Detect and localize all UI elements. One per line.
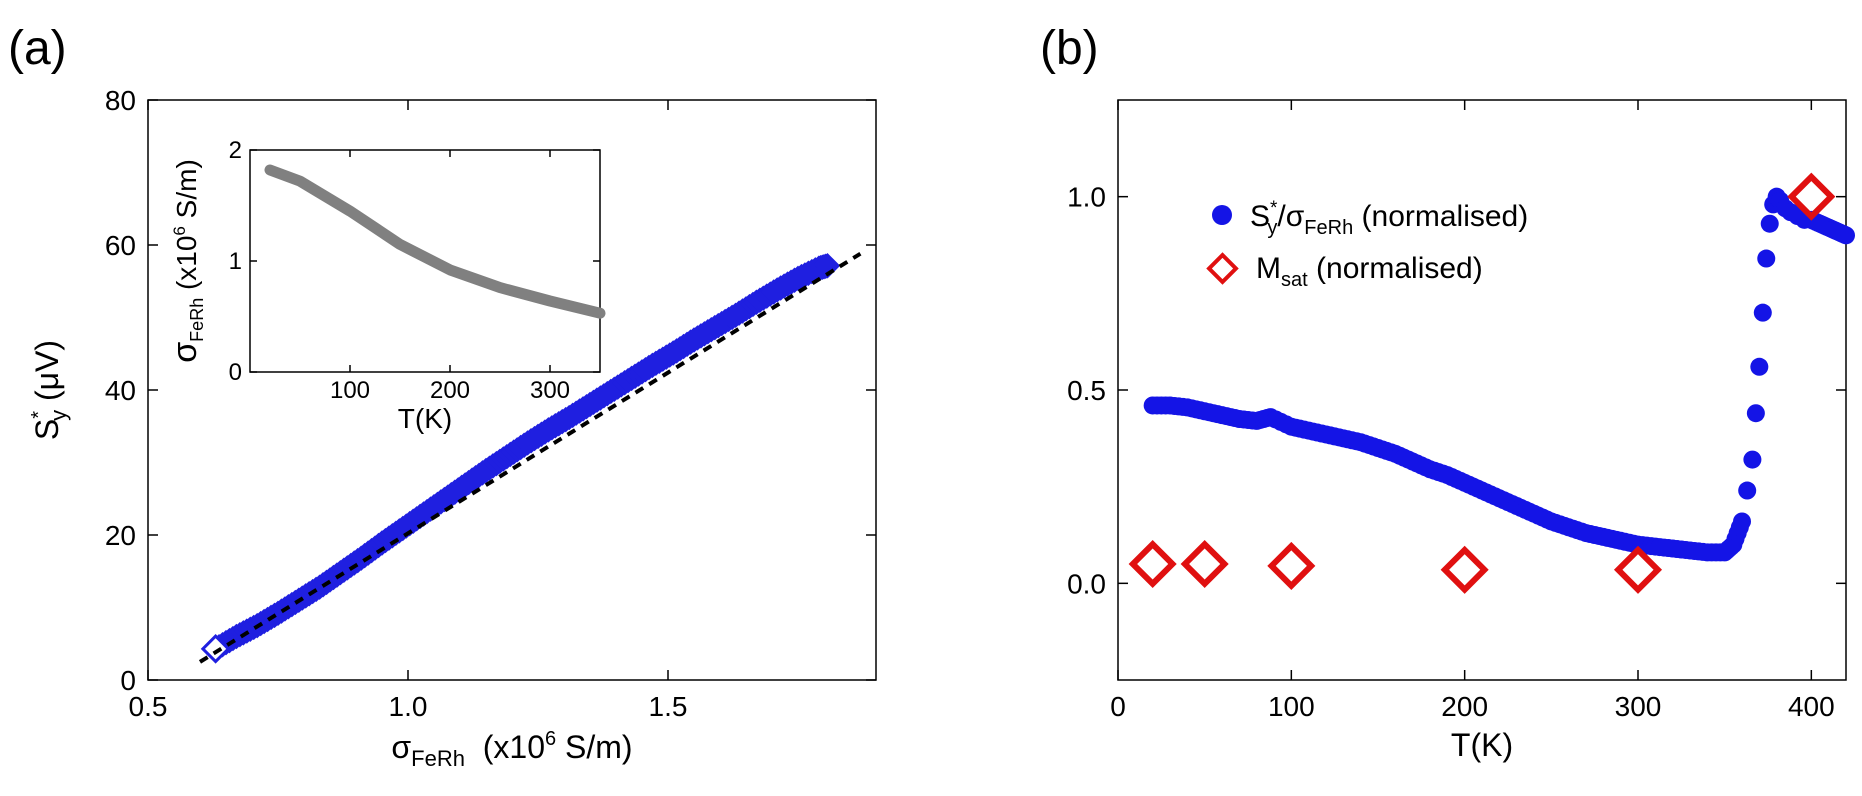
chart-b-msat-point (1267, 541, 1316, 590)
inset-y-ticks: 0 1 2 (229, 137, 600, 386)
inset-xtick-label: 200 (430, 377, 470, 404)
chart-b-xtick-label: 0 (1110, 691, 1126, 722)
chart-a-xtick-label: 1.5 (649, 691, 688, 722)
chart-b-ratio-point (1746, 404, 1765, 423)
chart-b-msat-point (1128, 539, 1177, 589)
chart-a-inset: 100 200 300 0 1 2 T(K) σFeRh (x106 S/m) (166, 137, 606, 434)
chart-a-ytick-label: 20 (105, 520, 136, 551)
chart-b-xtick-label: 400 (1788, 691, 1835, 722)
chart-b-ratio-point (1750, 357, 1769, 376)
inset-y-label: σFeRh (x106 S/m) (166, 159, 207, 363)
chart-b-ratio-point (1757, 249, 1776, 268)
chart-b-xtick-label: 200 (1441, 691, 1488, 722)
chart-b-x-label: T(K) (1451, 727, 1513, 763)
chart-b-ratio-point (1738, 481, 1757, 500)
chart-a-ytick-label: 40 (105, 375, 136, 406)
legend-marker-msat (1206, 252, 1239, 285)
chart-b-msat-point (1440, 545, 1489, 594)
chart-a-xtick-label: 0.5 (129, 691, 168, 722)
chart-b-series-ratio (1143, 187, 1855, 562)
inset-xtick-label: 100 (330, 377, 370, 404)
chart-b: 0 100 200 300 400 0.0 0.5 1.0 T(K) S* y/σFeRh (… (1067, 99, 1855, 763)
legend-label-ratio: S* y/σFeRh (normalised) (1250, 198, 1528, 239)
chart-b-msat-point (1180, 539, 1229, 589)
chart-a-points (200, 253, 841, 664)
chart-b-ytick-label: 0.5 (1067, 375, 1106, 406)
chart-b-ratio-point (1760, 214, 1779, 233)
inset-x-label: T(K) (398, 403, 452, 434)
inset-xtick-label: 300 (530, 377, 570, 404)
chart-b-ratio-point (1753, 303, 1772, 322)
chart-b-xtick-label: 300 (1615, 691, 1662, 722)
chart-a-xtick-label: 1.0 (389, 691, 428, 722)
chart-b-legend: S* y/σFeRh (normalised) Msat (normalised) (1206, 198, 1528, 291)
chart-b-xtick-label: 100 (1268, 691, 1315, 722)
chart-a-fit-line (198, 251, 862, 664)
chart-a-x-label: σFeRh (x106 S/m) (391, 728, 632, 771)
chart-b-ytick-label: 0.0 (1067, 568, 1106, 599)
chart-b-ytick-label: 1.0 (1067, 182, 1106, 213)
inset-x-ticks: 100 200 300 (330, 150, 570, 404)
chart-b-y-ticks: 0.0 0.5 1.0 (1067, 182, 1846, 599)
chart-a-open-point (200, 633, 231, 664)
chart-b-ratio-point (1733, 512, 1751, 531)
chart-a-x-ticks: 0.5 1.0 1.5 (129, 100, 688, 722)
panel-label-b: (b) (1040, 22, 1099, 75)
panel-label-a: (a) (8, 22, 67, 75)
chart-b-frame (1117, 99, 1847, 681)
chart-b-msat-point (1613, 545, 1663, 594)
legend-label-msat: Msat (normalised) (1256, 252, 1483, 291)
chart-a-ytick-label: 0 (120, 665, 136, 696)
inset-ytick-label: 1 (229, 248, 242, 275)
chart-a-ytick-label: 80 (105, 85, 136, 116)
chart-b-series-msat (1128, 172, 1836, 594)
chart-a-ytick-label: 60 (105, 230, 136, 261)
inset-ytick-label: 0 (229, 359, 242, 386)
inset-conductivity-curve (264, 164, 606, 319)
chart-b-x-ticks: 0 100 200 300 400 (1110, 100, 1835, 722)
chart-b-ratio-point (1743, 450, 1762, 469)
chart-a-y-label: S*y (μV) (28, 340, 71, 440)
chart-b-ratio-point (1837, 226, 1855, 245)
legend-marker-ratio (1212, 205, 1232, 225)
inset-ytick-label: 2 (229, 137, 242, 164)
chart-b-msat-point (1787, 172, 1836, 221)
